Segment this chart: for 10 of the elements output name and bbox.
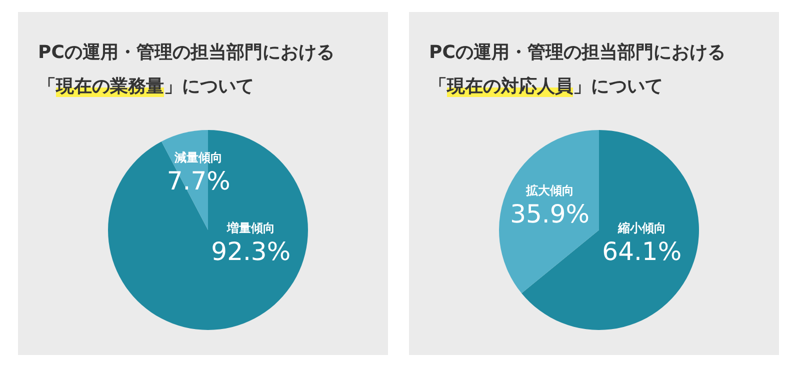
pie-slice xyxy=(108,130,308,330)
data-label: 35.9% xyxy=(510,199,590,228)
data-label: 92.3% xyxy=(211,236,291,266)
data-label: 7.7% xyxy=(166,166,230,196)
slice-label: 縮小傾向 xyxy=(616,220,666,235)
slice-label: 減量傾向 xyxy=(174,150,223,165)
slice-label: 増量傾向 xyxy=(226,220,275,235)
slice-label: 拡大傾向 xyxy=(524,183,574,198)
data-label: 64.1% xyxy=(602,236,682,266)
pie-slice xyxy=(499,130,599,294)
